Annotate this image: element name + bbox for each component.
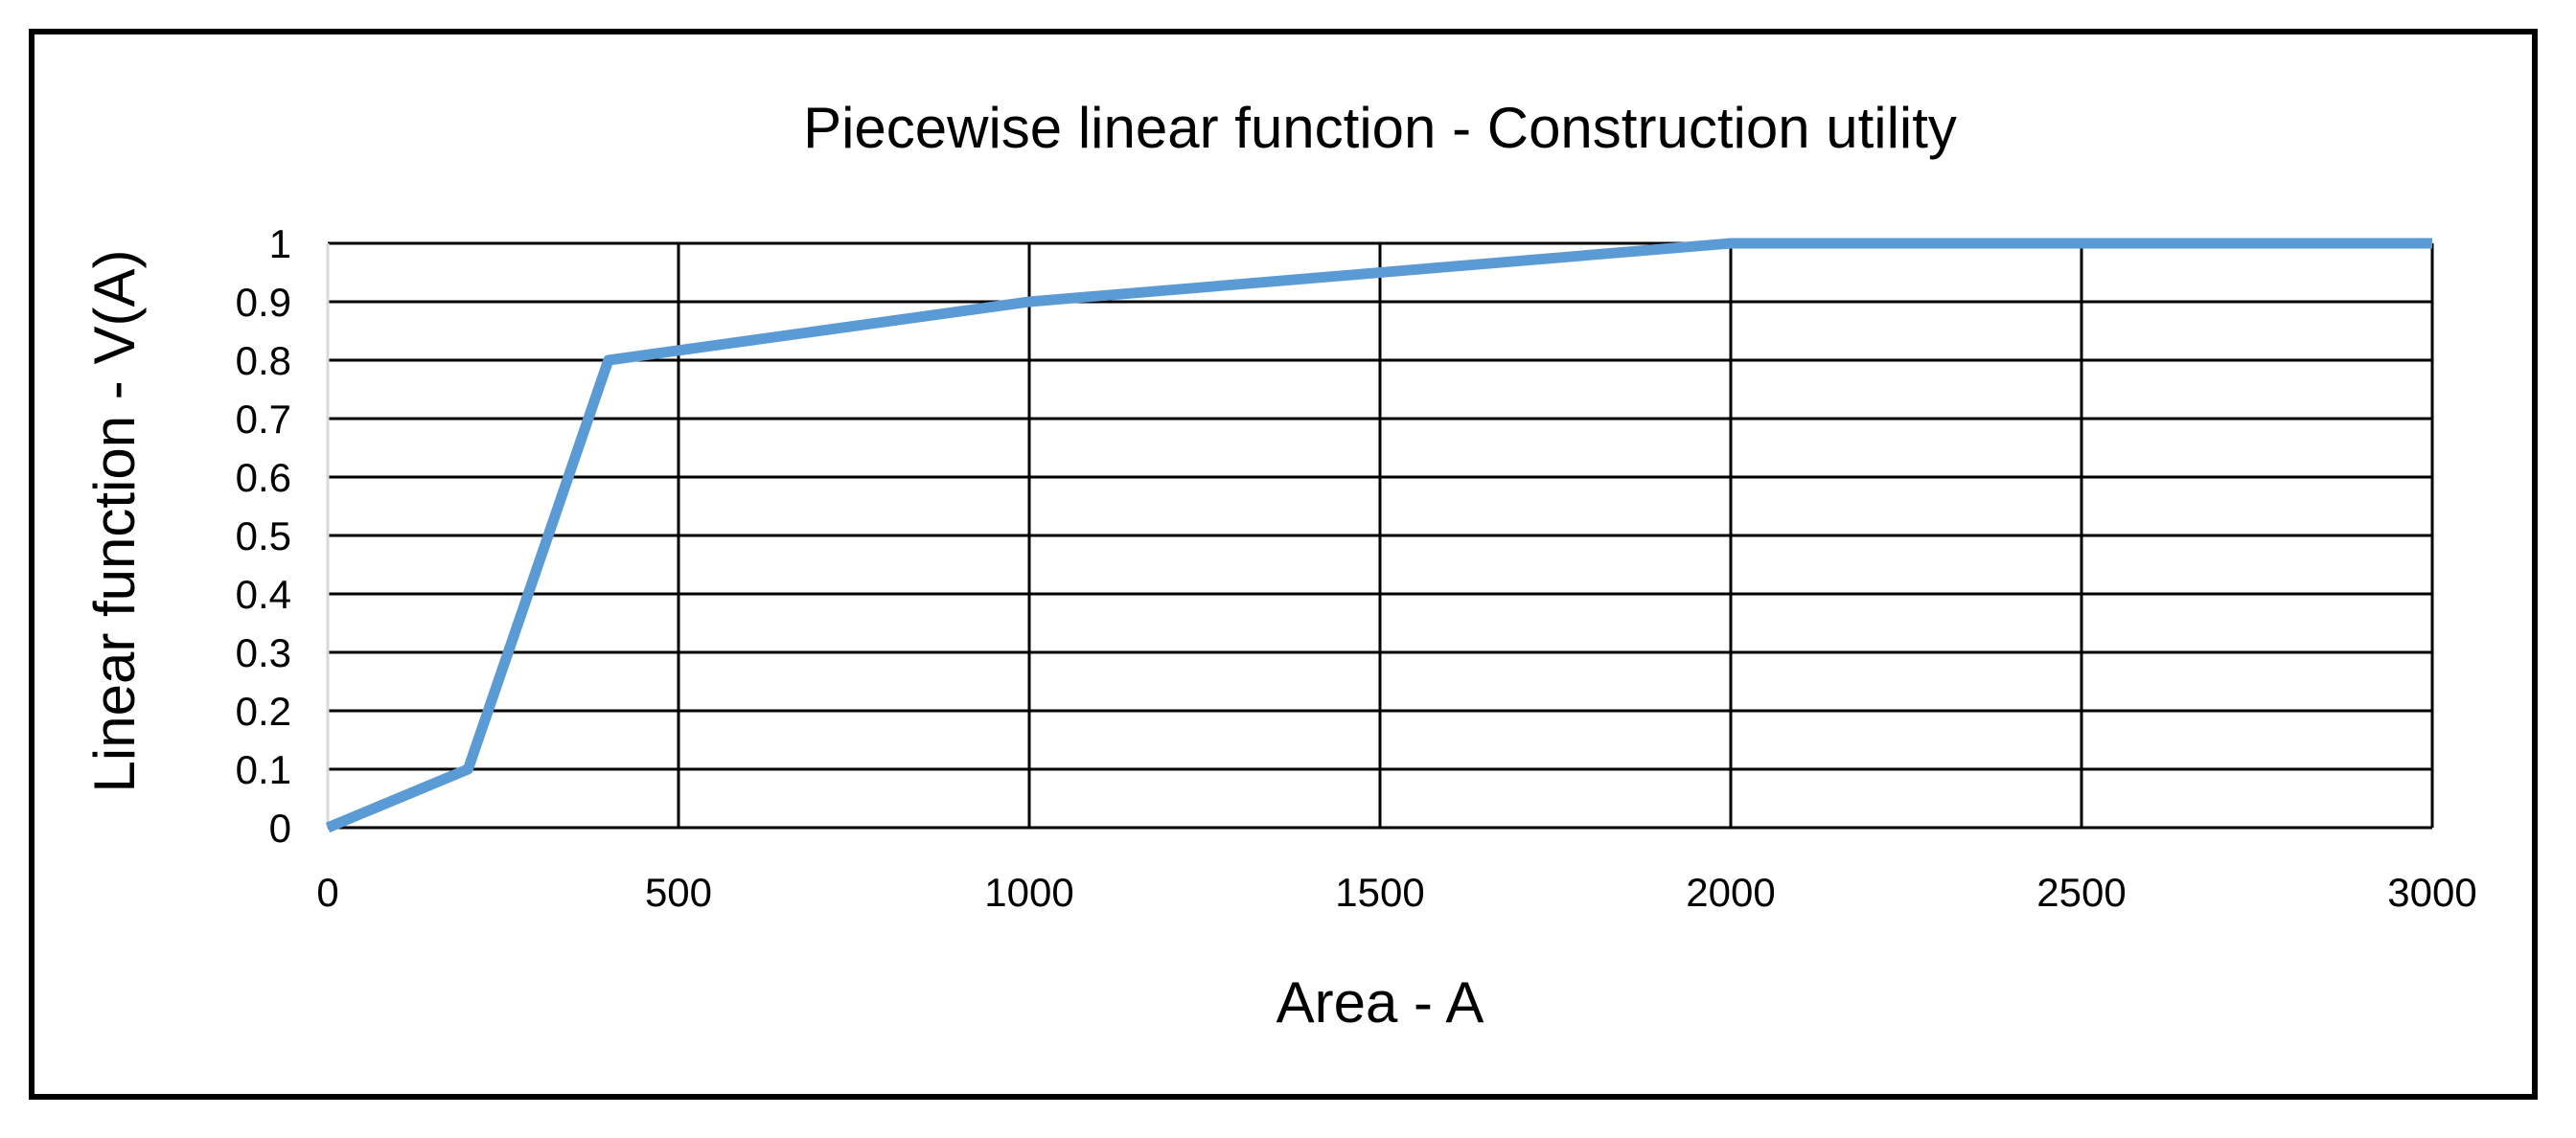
- y-tick-label: 0.2: [236, 689, 291, 734]
- data-point: [327, 827, 329, 829]
- y-tick-label: 0.4: [236, 572, 291, 617]
- y-tick-label: 0: [269, 806, 291, 851]
- y-tick-label: 0.5: [236, 513, 291, 558]
- chart-title: Piecewise linear function - Construction…: [803, 96, 1957, 160]
- y-tick-label: 0.9: [236, 280, 291, 325]
- data-point: [608, 359, 610, 361]
- data-point: [1028, 301, 1030, 303]
- y-tick-label: 0.8: [236, 338, 291, 383]
- y-tick-label: 0.6: [236, 455, 291, 500]
- y-tick-label: 0.7: [236, 397, 291, 442]
- line-chart: Piecewise linear function - Construction…: [82, 96, 2477, 1035]
- y-tick-label: 1: [269, 221, 291, 266]
- y-axis-label: Linear function - V(A): [82, 250, 147, 793]
- grid: [326, 241, 2434, 830]
- y-tick-label: 0.3: [236, 630, 291, 675]
- tick-labels: 0 0.1 0.2 0.3 0.4 0.5 0.6 0.7 0.8 0.9 1 0 500 1000 150…: [236, 221, 2477, 915]
- chart-frame: Piecewise linear function - Construction…: [29, 29, 2538, 1100]
- series-line: [325, 238, 2432, 833]
- x-tick-label: 1500: [1335, 870, 1424, 915]
- x-tick-label: 3000: [2387, 870, 2476, 915]
- data-point: [1730, 242, 1732, 244]
- x-tick-label: 1000: [984, 870, 1073, 915]
- data-point: [2431, 242, 2433, 244]
- data-point: [467, 768, 469, 770]
- series-layer: [325, 238, 2433, 833]
- x-axis-label: Area - A: [1276, 970, 1484, 1035]
- x-tick-label: 0: [316, 870, 338, 915]
- x-tick-label: 2000: [1686, 870, 1775, 915]
- x-tick-label: 2500: [2036, 870, 2126, 915]
- x-tick-label: 500: [645, 870, 712, 915]
- y-tick-label: 0.1: [236, 747, 291, 792]
